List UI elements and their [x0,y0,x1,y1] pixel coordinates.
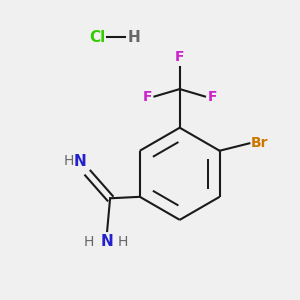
Text: N: N [74,154,86,169]
Text: F: F [142,89,152,103]
Text: F: F [175,50,184,64]
Text: Cl: Cl [89,30,105,45]
Text: H: H [64,154,74,168]
Text: H: H [83,236,94,250]
Text: Br: Br [251,136,268,150]
Text: F: F [207,89,217,103]
Text: N: N [101,234,113,249]
Text: H: H [118,236,128,250]
Text: H: H [128,30,140,45]
